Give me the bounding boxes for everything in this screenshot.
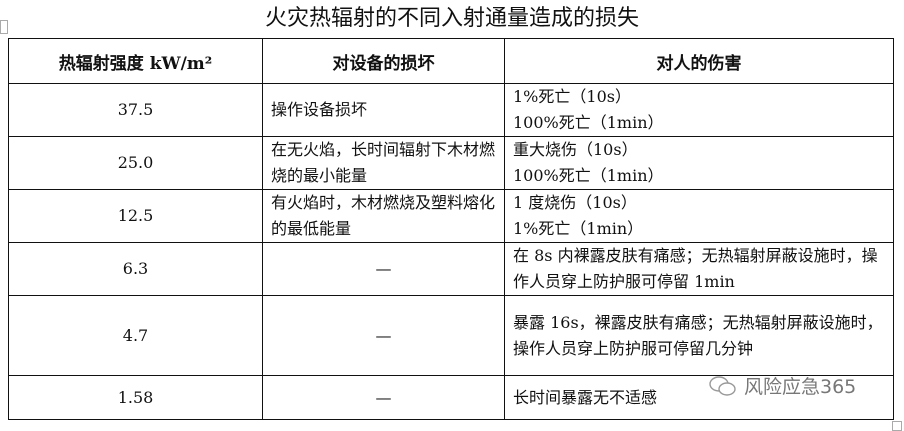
watermark: 风险应急365 xyxy=(708,372,856,399)
people-line: 100%死亡（1min） xyxy=(513,113,664,132)
people-line: 100%死亡（1min） xyxy=(513,166,664,185)
people-line: 重大烧伤（10s） xyxy=(513,140,638,159)
intensity-cell: 37.5 xyxy=(8,83,263,137)
people-cell: 在 8s 内裸露皮肤有痛感；无热辐射屏蔽设施时，操作人员穿上防护服可停留 1mi… xyxy=(504,242,894,296)
page-title: 火灾热辐射的不同入射通量造成的损失 xyxy=(264,6,639,31)
people-cell: 1 度烧伤（10s） 1%死亡（1min） xyxy=(504,189,894,243)
table-move-handle-icon[interactable] xyxy=(0,20,8,34)
intensity-cell: 6.3 xyxy=(8,242,263,296)
intensity-cell: 12.5 xyxy=(8,189,263,243)
resize-handle-icon[interactable] xyxy=(892,421,902,431)
equipment-cell: 有火焰时，木材燃烧及塑料熔化的最低能量 xyxy=(262,189,505,243)
equipment-cell: — xyxy=(262,242,505,296)
header-people: 对人的伤害 xyxy=(504,38,894,84)
intensity-cell: 25.0 xyxy=(8,136,263,190)
people-line: 暴露 16s，裸露皮肤有痛感；无热辐射屏蔽设施时，操作人员穿上防护服可停留几分钟 xyxy=(513,312,883,358)
people-cell: 暴露 16s，裸露皮肤有痛感；无热辐射屏蔽设施时，操作人员穿上防护服可停留几分钟 xyxy=(504,295,894,376)
equipment-cell: — xyxy=(262,375,505,420)
people-line: 长时间暴露无不适感 xyxy=(513,387,658,407)
equipment-cell: 操作设备损坏 xyxy=(262,83,505,137)
wechat-icon xyxy=(709,375,736,396)
table-header-row: 热辐射强度 kW/m² 对设备的损坏 对人的伤害 xyxy=(8,38,894,84)
people-line: 1%死亡（10s） xyxy=(513,87,631,106)
table-row: 37.5 操作设备损坏 1%死亡（10s） 100%死亡（1min） xyxy=(8,83,894,137)
intensity-cell: 4.7 xyxy=(8,295,263,376)
table-row: 1.58— 长时间暴露无不适感 xyxy=(8,375,894,420)
header-intensity: 热辐射强度 kW/m² xyxy=(8,38,263,84)
equipment-cell: — xyxy=(262,295,505,376)
header-equipment: 对设备的损坏 xyxy=(262,38,505,84)
people-line: 在 8s 内裸露皮肤有痛感；无热辐射屏蔽设施时，操作人员穿上防护服可停留 1mi… xyxy=(513,246,878,291)
damage-table: 热辐射强度 kW/m² 对设备的损坏 对人的伤害 37.5 操作设备损坏 1%死亡（… xyxy=(8,38,894,420)
intensity-cell: 1.58 xyxy=(8,375,263,420)
table-row: 25.0 在无火焰，长时间辐射下木材燃烧的最小能量 重大烧伤（10s） 100%死亡（… xyxy=(8,136,894,190)
table-row: 4.7— 暴露 16s，裸露皮肤有痛感；无热辐射屏蔽设施时，操作人员穿上防护服可停… xyxy=(8,295,894,376)
table-row: 12.5 有火焰时，木材燃烧及塑料熔化的最低能量 1 度烧伤（10s） 1%死亡（1m… xyxy=(8,189,894,243)
people-cell: 重大烧伤（10s） 100%死亡（1min） xyxy=(504,136,894,190)
people-cell: 长时间暴露无不适感 xyxy=(504,375,894,420)
equipment-cell: 在无火焰，长时间辐射下木材燃烧的最小能量 xyxy=(262,136,505,190)
people-line: 1%死亡（1min） xyxy=(513,219,644,238)
people-line: 1 度烧伤（10s） xyxy=(513,193,637,212)
table-row: 6.3— 在 8s 内裸露皮肤有痛感；无热辐射屏蔽设施时，操作人员穿上防护服可停留… xyxy=(8,242,894,296)
people-cell: 1%死亡（10s） 100%死亡（1min） xyxy=(504,83,894,137)
